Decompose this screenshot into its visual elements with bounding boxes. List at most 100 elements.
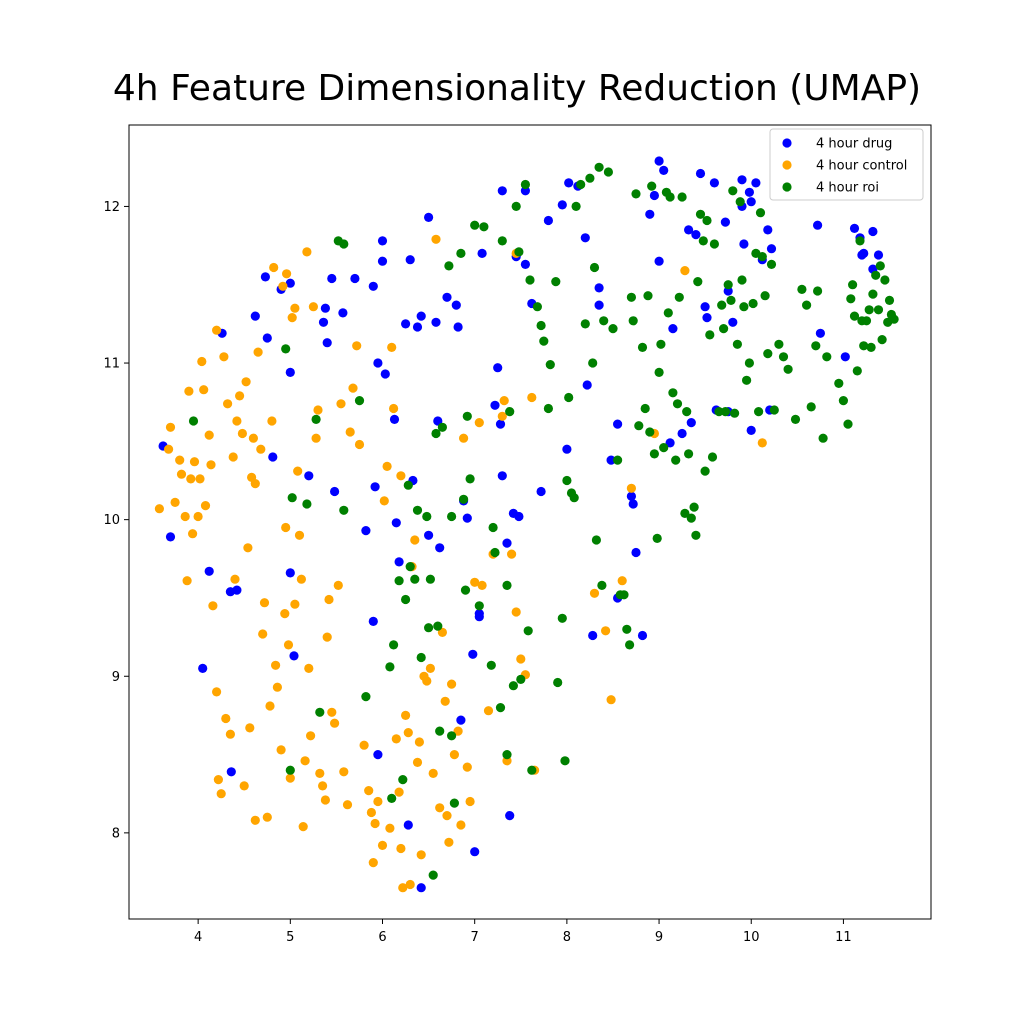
data-point xyxy=(216,789,226,799)
data-point xyxy=(840,352,850,362)
data-point xyxy=(416,850,426,860)
data-point xyxy=(318,317,329,327)
data-point xyxy=(875,261,885,271)
data-point xyxy=(425,663,435,674)
data-point xyxy=(165,422,176,432)
data-point xyxy=(250,311,260,321)
data-point xyxy=(453,322,463,332)
data-point xyxy=(511,607,521,617)
data-point xyxy=(405,562,415,572)
data-point xyxy=(281,344,291,354)
data-point xyxy=(433,416,443,426)
data-point xyxy=(380,369,390,379)
data-point xyxy=(634,421,644,431)
data-point xyxy=(447,679,457,689)
data-point xyxy=(226,767,236,777)
data-point xyxy=(352,341,362,351)
x-tick-label: 8 xyxy=(563,930,571,945)
data-point xyxy=(637,342,648,352)
data-point xyxy=(557,200,567,210)
legend-label: 4 hour drug xyxy=(816,137,892,152)
data-point xyxy=(308,302,318,312)
data-point xyxy=(250,815,260,825)
chart-title: 4h Feature Dimensionality Reduction (UMA… xyxy=(113,68,921,109)
data-point xyxy=(474,418,484,428)
data-point xyxy=(613,419,623,429)
data-point xyxy=(582,380,592,390)
data-point xyxy=(449,798,459,808)
data-point xyxy=(425,574,435,584)
data-point xyxy=(370,818,380,829)
data-point xyxy=(435,803,445,813)
legend-marker xyxy=(782,182,792,192)
data-point xyxy=(571,201,581,211)
data-point xyxy=(373,358,383,368)
data-point xyxy=(691,530,701,540)
data-point xyxy=(774,339,784,349)
data-point xyxy=(470,847,480,857)
data-point xyxy=(757,438,767,448)
data-point xyxy=(811,341,821,351)
data-point xyxy=(730,408,740,418)
data-point xyxy=(193,511,203,522)
data-point xyxy=(797,284,807,294)
data-point xyxy=(536,486,546,497)
data-point xyxy=(622,624,632,634)
data-point xyxy=(523,626,533,636)
data-point xyxy=(502,538,512,548)
data-point xyxy=(628,499,638,509)
data-point xyxy=(868,226,878,237)
data-point xyxy=(739,302,749,312)
data-point xyxy=(387,793,397,804)
data-point xyxy=(219,352,229,362)
data-point xyxy=(536,320,546,331)
data-point xyxy=(861,316,872,326)
data-point xyxy=(459,433,469,443)
data-point xyxy=(272,682,282,692)
data-point xyxy=(385,823,395,833)
x-tick-label: 5 xyxy=(286,930,294,945)
data-point xyxy=(294,530,305,540)
data-point xyxy=(742,375,752,385)
data-point xyxy=(442,292,452,302)
data-point xyxy=(197,356,207,367)
data-point xyxy=(516,654,526,664)
data-point xyxy=(320,303,330,313)
data-point xyxy=(269,262,279,273)
legend-marker xyxy=(782,138,792,148)
data-point xyxy=(444,261,454,271)
data-point xyxy=(849,311,860,321)
data-point xyxy=(495,419,506,429)
data-point xyxy=(225,729,235,739)
data-point xyxy=(410,535,420,545)
data-point xyxy=(213,775,223,785)
data-point xyxy=(626,292,637,302)
legend-label: 4 hour control xyxy=(816,159,907,174)
data-point xyxy=(693,277,703,287)
data-point xyxy=(405,255,415,265)
data-point xyxy=(175,455,185,465)
data-point xyxy=(553,677,563,688)
data-point xyxy=(720,217,731,227)
data-point xyxy=(199,385,209,395)
x-tick-label: 7 xyxy=(471,930,479,945)
y-tick-label: 9 xyxy=(112,670,120,685)
x-tick-label: 6 xyxy=(378,930,386,945)
data-point xyxy=(617,576,627,586)
data-point xyxy=(705,330,715,340)
data-point xyxy=(182,576,192,586)
data-point xyxy=(543,403,554,414)
data-point xyxy=(739,239,749,249)
data-point xyxy=(396,471,406,481)
data-point xyxy=(283,640,294,650)
data-point xyxy=(361,692,371,702)
data-point xyxy=(410,574,420,584)
data-point xyxy=(416,311,426,321)
data-point xyxy=(714,407,724,417)
data-point xyxy=(342,800,353,810)
data-point xyxy=(497,411,507,421)
data-point xyxy=(490,400,500,410)
data-point xyxy=(468,649,478,659)
data-point xyxy=(497,186,507,196)
y-tick-label: 12 xyxy=(103,200,120,215)
